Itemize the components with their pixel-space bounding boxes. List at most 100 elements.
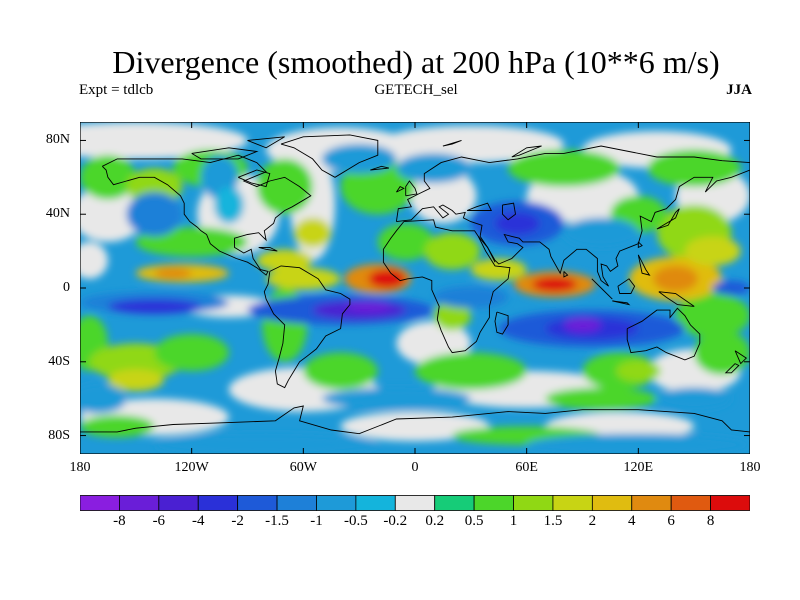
contour-region (303, 352, 378, 390)
divergence-map (80, 122, 750, 454)
contour-region (495, 212, 540, 235)
contour-region (154, 334, 229, 371)
lon-tick-label: 120W (174, 460, 209, 475)
coastline (494, 311, 509, 335)
coastline (656, 208, 680, 230)
colorbar-label: 0.2 (425, 513, 445, 529)
contour-region (154, 433, 378, 454)
contour-region (340, 411, 490, 442)
contour-region (508, 149, 620, 187)
colorbar-box (158, 495, 199, 511)
contour-region (346, 300, 391, 312)
colorbar-box (670, 495, 711, 511)
colorbar-label: -0.2 (383, 513, 408, 529)
contour-region (532, 276, 577, 292)
contour-region (107, 299, 201, 314)
contour-region (256, 158, 313, 215)
coastline (370, 165, 390, 171)
colorbar-box (591, 495, 633, 511)
colorbar-label: -0.5 (344, 513, 368, 529)
season-label: JJA (726, 82, 752, 98)
contour-region (126, 192, 183, 237)
colorbar-box (316, 495, 357, 511)
dataset-label: GETECH_sel (374, 82, 458, 98)
lon-tick-label: 180 (69, 460, 91, 475)
lat-tick-label: 40S (48, 353, 70, 369)
colorbar-box (631, 495, 672, 511)
coastline (263, 265, 351, 389)
coastline (637, 254, 651, 276)
lon-tick-label: 0 (411, 460, 419, 475)
colorbar-label: 4 (628, 513, 636, 529)
experiment-label: Expt = tdlcb (79, 82, 154, 98)
coastline (734, 350, 748, 365)
contour-region (424, 232, 481, 270)
coastline (442, 139, 462, 147)
colorbar-box (434, 495, 475, 511)
coastline (612, 300, 631, 306)
coastline (280, 134, 379, 178)
colorbar-label: -1.5 (265, 513, 289, 529)
contour-region (321, 387, 471, 410)
colorbar-label: 2 (588, 513, 597, 529)
contour-region (526, 433, 750, 454)
divergence-field (80, 122, 750, 454)
colorbar-box (394, 495, 436, 511)
coastline (637, 241, 643, 249)
coastline (511, 145, 542, 158)
contour-region (256, 249, 313, 272)
contour-region (80, 122, 248, 159)
contour-region (368, 269, 406, 288)
colorbar-label: 1.5 (543, 513, 563, 529)
contour-region (396, 153, 471, 183)
contour-region (684, 236, 741, 266)
coastline (101, 154, 312, 276)
contour-region (80, 186, 146, 242)
coastline (626, 307, 701, 361)
lat-tick-label: 80S (48, 427, 70, 443)
contour-region (433, 300, 471, 331)
lon-tick-label: 60W (289, 460, 317, 475)
contour-region (294, 217, 332, 248)
contour-region (470, 258, 527, 281)
coastline (591, 278, 613, 300)
lat-tick-label: 40N (45, 206, 70, 222)
coastline (395, 145, 750, 222)
lat-tick-label: 0 (63, 280, 70, 295)
colorbar-label: -8 (113, 513, 126, 529)
contour-region (656, 387, 732, 410)
colorbar-box (119, 495, 160, 511)
lon-tick-label: 180 (739, 460, 761, 475)
colorbar (80, 495, 750, 511)
contour-region (712, 280, 750, 296)
contour-region (80, 383, 127, 414)
colorbar-label: 6 (667, 513, 675, 529)
coastline (658, 291, 695, 307)
contour-region (545, 387, 657, 410)
colorbar-label: 1 (509, 513, 518, 529)
coastline (466, 202, 493, 211)
contour-region (415, 352, 527, 390)
contour-region (80, 415, 155, 438)
coastline (563, 271, 569, 278)
contour-region (154, 267, 192, 279)
coastline (247, 136, 285, 149)
colorbar-label: 8 (706, 513, 715, 529)
coastline (617, 278, 636, 294)
colorbar-label: 0.5 (464, 513, 484, 529)
coastline (396, 186, 405, 193)
colorbar-label: -2 (231, 513, 244, 529)
coastline (238, 169, 271, 188)
contour-region (266, 267, 341, 290)
contour-region (563, 217, 639, 248)
coastline (191, 147, 259, 160)
lat-tick-label: 80N (45, 132, 70, 148)
colorbar-box (355, 495, 396, 511)
colorbar-box (473, 495, 514, 511)
coastline (382, 219, 511, 354)
coastlines (80, 134, 750, 435)
lon-tick-label: 120E (623, 460, 654, 475)
contour-region (433, 286, 509, 309)
colorbar-box (237, 495, 278, 511)
colorbar-box (710, 495, 750, 511)
